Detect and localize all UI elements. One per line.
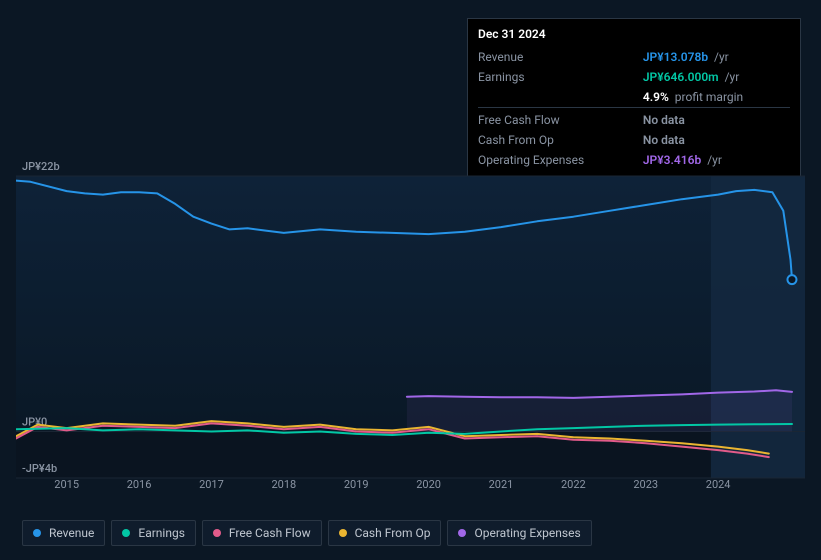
svg-text:2018: 2018 bbox=[271, 478, 296, 491]
tooltip-label: Earnings bbox=[478, 67, 627, 87]
svg-text:2020: 2020 bbox=[416, 478, 441, 491]
legend-dot-icon bbox=[339, 529, 347, 537]
tooltip-row: RevenueJP¥13.078b /yr bbox=[478, 47, 790, 67]
legend-item-fcf[interactable]: Free Cash Flow bbox=[202, 520, 322, 546]
chart-svg: JP¥22bJP¥0-JP¥4b201520162017201820192020… bbox=[16, 158, 805, 510]
tooltip-label: Cash From Op bbox=[478, 130, 627, 150]
tooltip-row: EarningsJP¥646.000m /yr bbox=[478, 67, 790, 87]
legend-label: Revenue bbox=[49, 526, 94, 540]
svg-text:2017: 2017 bbox=[199, 478, 224, 491]
svg-text:2023: 2023 bbox=[633, 478, 658, 491]
legend-dot-icon bbox=[122, 529, 130, 537]
tooltip-row: Free Cash FlowNo data bbox=[478, 108, 790, 131]
svg-text:2024: 2024 bbox=[706, 478, 731, 491]
svg-text:2015: 2015 bbox=[54, 478, 79, 491]
svg-text:2019: 2019 bbox=[344, 478, 369, 491]
tooltip-label: Revenue bbox=[478, 47, 627, 67]
svg-text:JP¥22b: JP¥22b bbox=[22, 160, 60, 173]
tooltip-title: Dec 31 2024 bbox=[478, 27, 790, 47]
tooltip-label: Free Cash Flow bbox=[478, 108, 627, 131]
legend-item-revenue[interactable]: Revenue bbox=[22, 520, 105, 546]
tooltip-value: JP¥646.000m /yr bbox=[627, 67, 790, 87]
legend-item-opex[interactable]: Operating Expenses bbox=[447, 520, 591, 546]
chart-legend: Revenue Earnings Free Cash Flow Cash From O… bbox=[22, 520, 592, 546]
tooltip-label bbox=[478, 87, 627, 108]
svg-text:2016: 2016 bbox=[127, 478, 152, 491]
svg-text:2021: 2021 bbox=[489, 478, 514, 491]
legend-item-cashop[interactable]: Cash From Op bbox=[328, 520, 442, 546]
tooltip-row: Cash From OpNo data bbox=[478, 130, 790, 150]
svg-text:-JP¥4b: -JP¥4b bbox=[22, 462, 57, 475]
legend-label: Cash From Op bbox=[355, 526, 431, 540]
legend-dot-icon bbox=[33, 529, 41, 537]
tooltip-value: 4.9% profit margin bbox=[627, 87, 790, 108]
legend-dot-icon bbox=[213, 529, 221, 537]
tooltip-table: RevenueJP¥13.078b /yrEarningsJP¥646.000m… bbox=[478, 47, 790, 170]
legend-item-earnings[interactable]: Earnings bbox=[111, 520, 196, 546]
legend-label: Operating Expenses bbox=[474, 526, 580, 540]
legend-label: Earnings bbox=[138, 526, 185, 540]
tooltip-row: 4.9% profit margin bbox=[478, 87, 790, 108]
tooltip-value: No data bbox=[627, 130, 790, 150]
tooltip-value: No data bbox=[627, 108, 790, 131]
tooltip-value: JP¥13.078b /yr bbox=[627, 47, 790, 67]
legend-label: Free Cash Flow bbox=[229, 526, 311, 540]
legend-dot-icon bbox=[458, 529, 466, 537]
chart-tooltip: Dec 31 2024 RevenueJP¥13.078b /yrEarning… bbox=[467, 18, 801, 179]
svg-text:2022: 2022 bbox=[561, 478, 586, 491]
earnings-revenue-chart[interactable]: JP¥22bJP¥0-JP¥4b201520162017201820192020… bbox=[16, 158, 805, 510]
series-end-marker bbox=[787, 275, 796, 284]
